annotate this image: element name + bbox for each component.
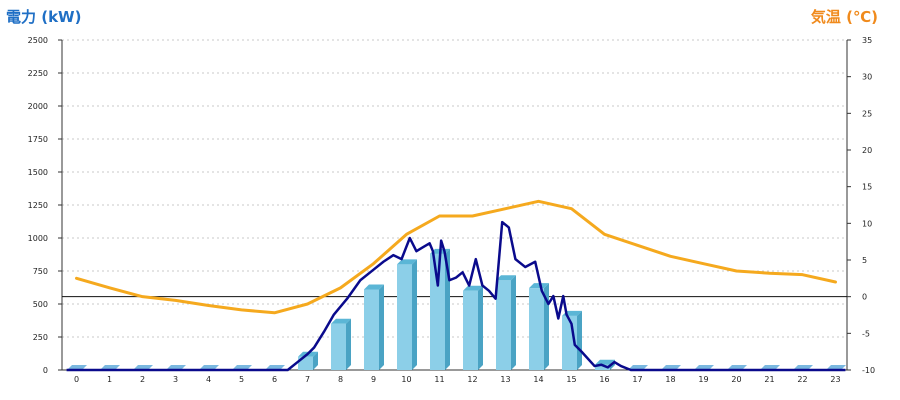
x-tick-label: 1 (107, 375, 112, 384)
left-tick-label: 1750 (28, 135, 48, 144)
x-tick-label: 3 (173, 375, 178, 384)
power-line (66, 220, 846, 372)
left-tick-label: 2000 (28, 102, 48, 111)
right-tick-label: -10 (862, 366, 875, 375)
x-tick-label: 22 (797, 375, 807, 384)
right-tick-label: 30 (862, 73, 872, 82)
x-tick-label: 21 (764, 375, 774, 384)
right-tick-label: 25 (862, 109, 872, 118)
left-tick-label: 1000 (28, 234, 48, 243)
power-bar-side (511, 275, 516, 370)
power-bar-side (313, 351, 318, 370)
left-tick-label: 1250 (28, 201, 48, 210)
power-bar-top (595, 359, 615, 365)
x-tick-label: 0 (74, 375, 79, 384)
power-bar-side (379, 284, 384, 370)
power-bar-side (412, 259, 417, 370)
power-bar-side (478, 285, 483, 370)
power-bar-top (364, 284, 384, 290)
left-tick-label: 250 (33, 333, 48, 342)
power-bar (397, 264, 412, 370)
power-bar-side (577, 310, 582, 370)
power-bar (364, 289, 379, 370)
power-bar (430, 253, 445, 370)
x-tick-label: 15 (566, 375, 576, 384)
x-tick-label: 19 (698, 375, 708, 384)
left-tick-label: 2500 (28, 36, 48, 45)
right-tick-label: 35 (862, 36, 872, 45)
right-tick-label: 10 (862, 219, 872, 228)
x-tick-label: 16 (599, 375, 609, 384)
power-bar (496, 280, 511, 370)
left-tick-label: 2250 (28, 69, 48, 78)
x-tick-label: 14 (533, 375, 543, 384)
power-bar-top (496, 275, 516, 281)
x-tick-label: 5 (239, 375, 244, 384)
x-tick-label: 11 (434, 375, 444, 384)
right-axis-title: 気温 (℃) (810, 8, 878, 26)
right-tick-label: -5 (862, 329, 870, 338)
x-tick-label: 6 (272, 375, 277, 384)
power-bar (595, 364, 610, 370)
left-tick-label: 0 (43, 366, 48, 375)
right-tick-label: 15 (862, 183, 872, 192)
left-tick-label: 750 (33, 267, 48, 276)
power-bar (331, 323, 346, 370)
x-tick-label: 8 (338, 375, 343, 384)
left-axis-title: 電力 (kW) (6, 8, 82, 26)
right-tick-label: 20 (862, 146, 872, 155)
x-tick-label: 7 (305, 375, 310, 384)
x-tick-label: 10 (401, 375, 411, 384)
x-tick-label: 12 (467, 375, 477, 384)
left-tick-label: 500 (33, 300, 48, 309)
power-bar-top (529, 283, 549, 289)
x-tick-label: 23 (830, 375, 840, 384)
power-bar-top (463, 285, 483, 291)
power-bar-side (346, 318, 351, 370)
left-tick-label: 1500 (28, 168, 48, 177)
x-tick-label: 2 (140, 375, 145, 384)
power-bar-top (397, 259, 417, 265)
right-tick-label: 0 (862, 293, 867, 302)
x-tick-label: 4 (206, 375, 211, 384)
right-tick-label: 5 (862, 256, 867, 265)
x-tick-label: 13 (500, 375, 510, 384)
x-tick-label: 20 (731, 375, 741, 384)
power-bar (463, 290, 478, 370)
x-tick-label: 9 (371, 375, 376, 384)
x-tick-label: 17 (632, 375, 642, 384)
power-bar-top (331, 318, 351, 324)
power-bar (529, 288, 544, 370)
temperature-line (75, 199, 837, 315)
x-tick-label: 18 (665, 375, 675, 384)
